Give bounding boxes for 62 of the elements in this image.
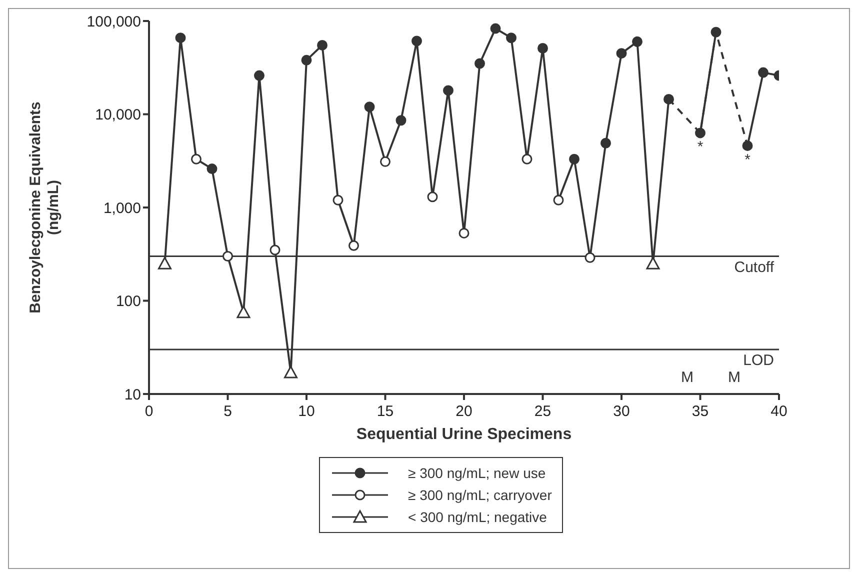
y-tick-label: 1,000	[103, 200, 141, 217]
x-axis-title: Sequential Urine Specimens	[356, 426, 572, 443]
point	[553, 194, 564, 206]
point	[710, 26, 722, 38]
annotation: *	[744, 151, 751, 168]
point	[443, 85, 454, 96]
y-tick-label: 100	[116, 293, 141, 310]
x-tick-label: 0	[144, 403, 154, 420]
ref-line-label: Cutoff	[734, 258, 775, 276]
point	[348, 240, 359, 251]
point	[254, 70, 264, 81]
y-tick-label: 10	[124, 386, 141, 404]
x-tick-label: 30	[613, 403, 630, 420]
point	[206, 164, 218, 174]
point	[301, 54, 312, 66]
point	[236, 306, 250, 318]
point	[270, 244, 280, 256]
point	[695, 128, 706, 138]
x-tick-label: 15	[376, 403, 394, 420]
y-tick-label: 10,000	[95, 106, 141, 124]
y-tick-label: 100,000	[86, 13, 141, 30]
legend-label: < 300 ng/mL; negative	[408, 509, 547, 525]
point	[646, 256, 660, 270]
annotation: M	[681, 369, 694, 386]
point	[632, 36, 642, 47]
ref-line-label: LOD	[743, 352, 774, 370]
point	[284, 366, 298, 378]
point	[364, 102, 375, 112]
point	[758, 67, 768, 78]
legend-label: ≥ 300 ng/mL; carryover	[408, 487, 552, 503]
point	[490, 23, 501, 34]
annotation: M	[728, 369, 740, 386]
point	[584, 252, 596, 263]
y-axis-title: Benzoylecgonine Equivalents (ng/mL)	[27, 102, 62, 314]
point	[538, 43, 548, 54]
x-tick-label: 35	[692, 403, 709, 420]
point	[474, 58, 485, 69]
point	[317, 40, 328, 50]
point	[191, 154, 202, 164]
point	[506, 32, 516, 44]
point	[222, 251, 233, 262]
point	[396, 115, 406, 126]
x-tick-label: 5	[224, 403, 232, 420]
x-tick-label: 20	[456, 403, 472, 420]
annotation: *	[697, 138, 704, 156]
point	[412, 36, 422, 46]
point	[600, 138, 611, 148]
point	[380, 156, 390, 167]
point	[664, 94, 674, 104]
point	[569, 154, 580, 164]
point	[158, 256, 172, 270]
point	[175, 32, 186, 44]
point	[616, 48, 627, 59]
point	[332, 194, 344, 206]
point	[742, 140, 753, 151]
x-tick-label: 10	[298, 403, 315, 420]
x-tick-label: 40	[770, 403, 788, 420]
legend-label: ≥ 300 ng/mL; new use	[408, 465, 546, 481]
point	[427, 192, 438, 202]
x-tick-label: 25	[534, 403, 552, 420]
point	[458, 228, 470, 238]
point	[522, 154, 532, 164]
